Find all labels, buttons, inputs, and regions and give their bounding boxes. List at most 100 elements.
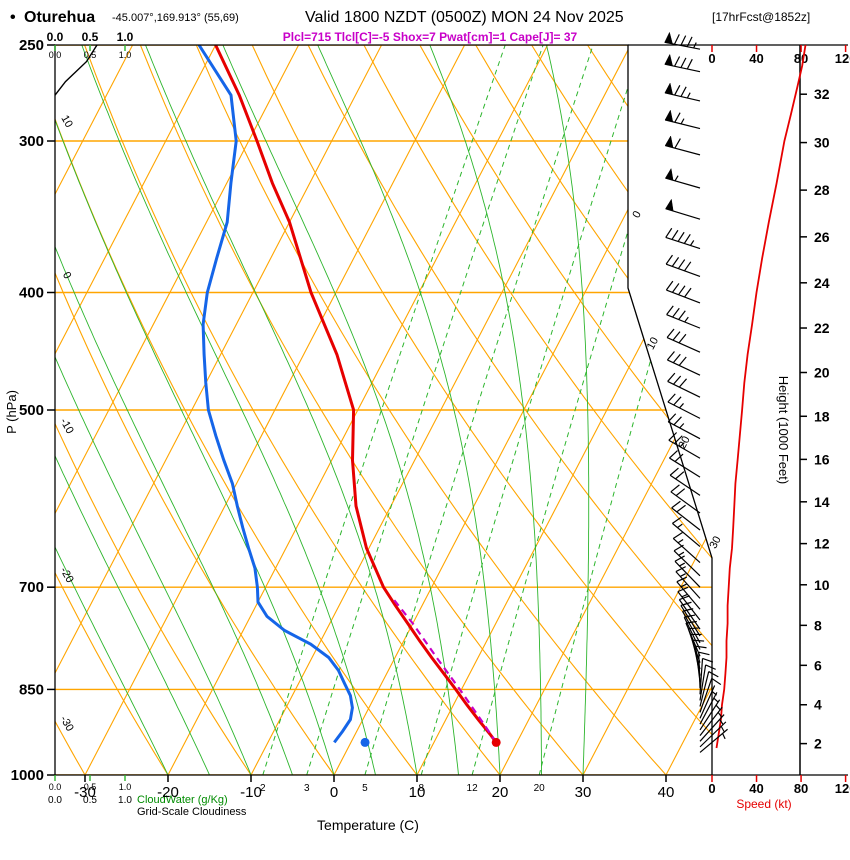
wind-barb-half <box>677 523 683 529</box>
wind-barb-staff <box>699 692 718 725</box>
wind-barb-full <box>673 416 682 426</box>
wind-barb <box>664 109 701 130</box>
wind-barb <box>699 685 718 719</box>
wind-barb <box>672 516 701 547</box>
wind-barb-staff <box>665 236 701 250</box>
cloudwater-scale-label: 0.0 <box>48 795 62 806</box>
dry-adiabat-line <box>419 45 712 775</box>
height-tick-label: 14 <box>814 494 830 510</box>
wind-barb <box>677 586 701 621</box>
wind-barb-half <box>679 573 686 577</box>
station-coords: -45.007°,169.913° (55,69) <box>112 12 239 24</box>
wind-barb-staff <box>670 491 701 514</box>
wind-barb-full <box>675 488 686 497</box>
wind-barb-full <box>680 86 687 97</box>
dry-adiabat-line <box>139 45 584 775</box>
wind-barb-staff <box>671 507 701 531</box>
isotherm-line <box>55 45 300 775</box>
height-tick-label: 6 <box>814 657 822 673</box>
mixing-ratio-label: 20 <box>534 783 546 794</box>
cloudiness-scale-label: 1.0 <box>119 50 132 60</box>
sounding-profiles <box>197 45 501 747</box>
isotherm-line <box>582 45 712 775</box>
moist-adiabat-line <box>429 45 542 775</box>
wind-barb-staff <box>682 611 701 644</box>
wind-barb-half <box>722 733 726 740</box>
wind-barb-full <box>674 112 681 123</box>
station-bullet: • <box>10 9 16 26</box>
wind-barb-half <box>678 551 685 556</box>
dry-adiabat-line <box>55 45 335 775</box>
wind-barb-full <box>665 254 673 265</box>
isotherm-line <box>84 45 466 775</box>
wind-barb-full <box>666 351 675 361</box>
wind-barb <box>666 351 701 376</box>
wind-barb-staff <box>666 314 701 329</box>
wind-barb-full <box>678 310 686 320</box>
speed-tick-label: 40 <box>749 781 763 796</box>
height-tick-label: 10 <box>814 577 830 593</box>
wind-barb-full <box>678 333 687 344</box>
wind-barb-full <box>675 566 686 573</box>
wind-barb <box>665 227 701 250</box>
wind-barb-staff <box>666 336 701 353</box>
wind-barb <box>665 198 701 220</box>
mixing-ratio-label: 2 <box>260 783 266 794</box>
wind-barb-half <box>679 562 686 567</box>
wind-barb-staff <box>674 560 701 588</box>
wind-barb <box>699 677 722 713</box>
forecast-info: [17hrFcst@1852z] <box>712 10 810 24</box>
dry-adiabat-label: 0 <box>60 270 73 281</box>
wind-barb-half <box>720 726 725 732</box>
wind-barb-full <box>672 307 680 318</box>
wind-barb <box>699 692 719 725</box>
wind-barb-full <box>705 664 716 670</box>
wind-barb-staff <box>672 522 701 547</box>
wind-barb <box>667 393 701 419</box>
speed-tick-label: 80 <box>794 781 808 796</box>
temperature-tick-label: -30 <box>74 784 96 801</box>
wind-barb-half <box>711 690 718 696</box>
isotherm-label: 10 <box>645 335 661 351</box>
wind-barb <box>678 595 701 630</box>
wind-barb-half <box>689 240 695 246</box>
height-tick-label: 30 <box>814 135 830 151</box>
wind-barb-full <box>695 645 707 649</box>
wind-barb <box>699 657 714 695</box>
wind-barb-staff <box>699 699 721 731</box>
wind-barb-full <box>686 36 693 47</box>
speed-axis-title: Speed (kt) <box>736 797 791 811</box>
isotherm-line <box>55 45 383 775</box>
wind-barb-pennant <box>664 109 674 123</box>
wind-barb <box>699 671 719 707</box>
wind-barb-staff <box>672 538 701 563</box>
moist-adiabat-line <box>145 45 418 775</box>
wind-barb-full <box>668 432 678 441</box>
wind-barb-half <box>679 442 685 448</box>
dry-adiabat-line <box>84 45 501 775</box>
wind-barb <box>669 450 701 478</box>
moist-adiabat-line <box>55 45 335 775</box>
wind-barb-full <box>674 555 685 562</box>
wind-barb <box>664 135 701 156</box>
temperature-tick-label: 30 <box>575 784 592 801</box>
isotherm-label: 30 <box>707 534 723 550</box>
moist-adiabat-line <box>55 45 169 775</box>
cloudwater-scale-label: 0.0 <box>47 30 64 44</box>
dry-adiabat-line <box>307 45 712 775</box>
wind-barb <box>665 167 701 189</box>
speed-tick-label: 0 <box>708 781 715 796</box>
station-name: Oturehua <box>24 9 95 26</box>
dry-adiabat-label: -10 <box>57 416 75 436</box>
mixing-ratio-label: 8 <box>418 783 424 794</box>
wind-barb-half <box>693 42 697 49</box>
moisture-grid <box>55 45 712 775</box>
wind-barb <box>667 413 701 440</box>
wind-barb-full <box>698 651 710 656</box>
wind-barb-full <box>667 413 677 423</box>
temperature-axis-title: Temperature (C) <box>317 817 419 833</box>
wind-barb-half <box>719 719 724 725</box>
moist-adiabat-line <box>546 45 590 775</box>
